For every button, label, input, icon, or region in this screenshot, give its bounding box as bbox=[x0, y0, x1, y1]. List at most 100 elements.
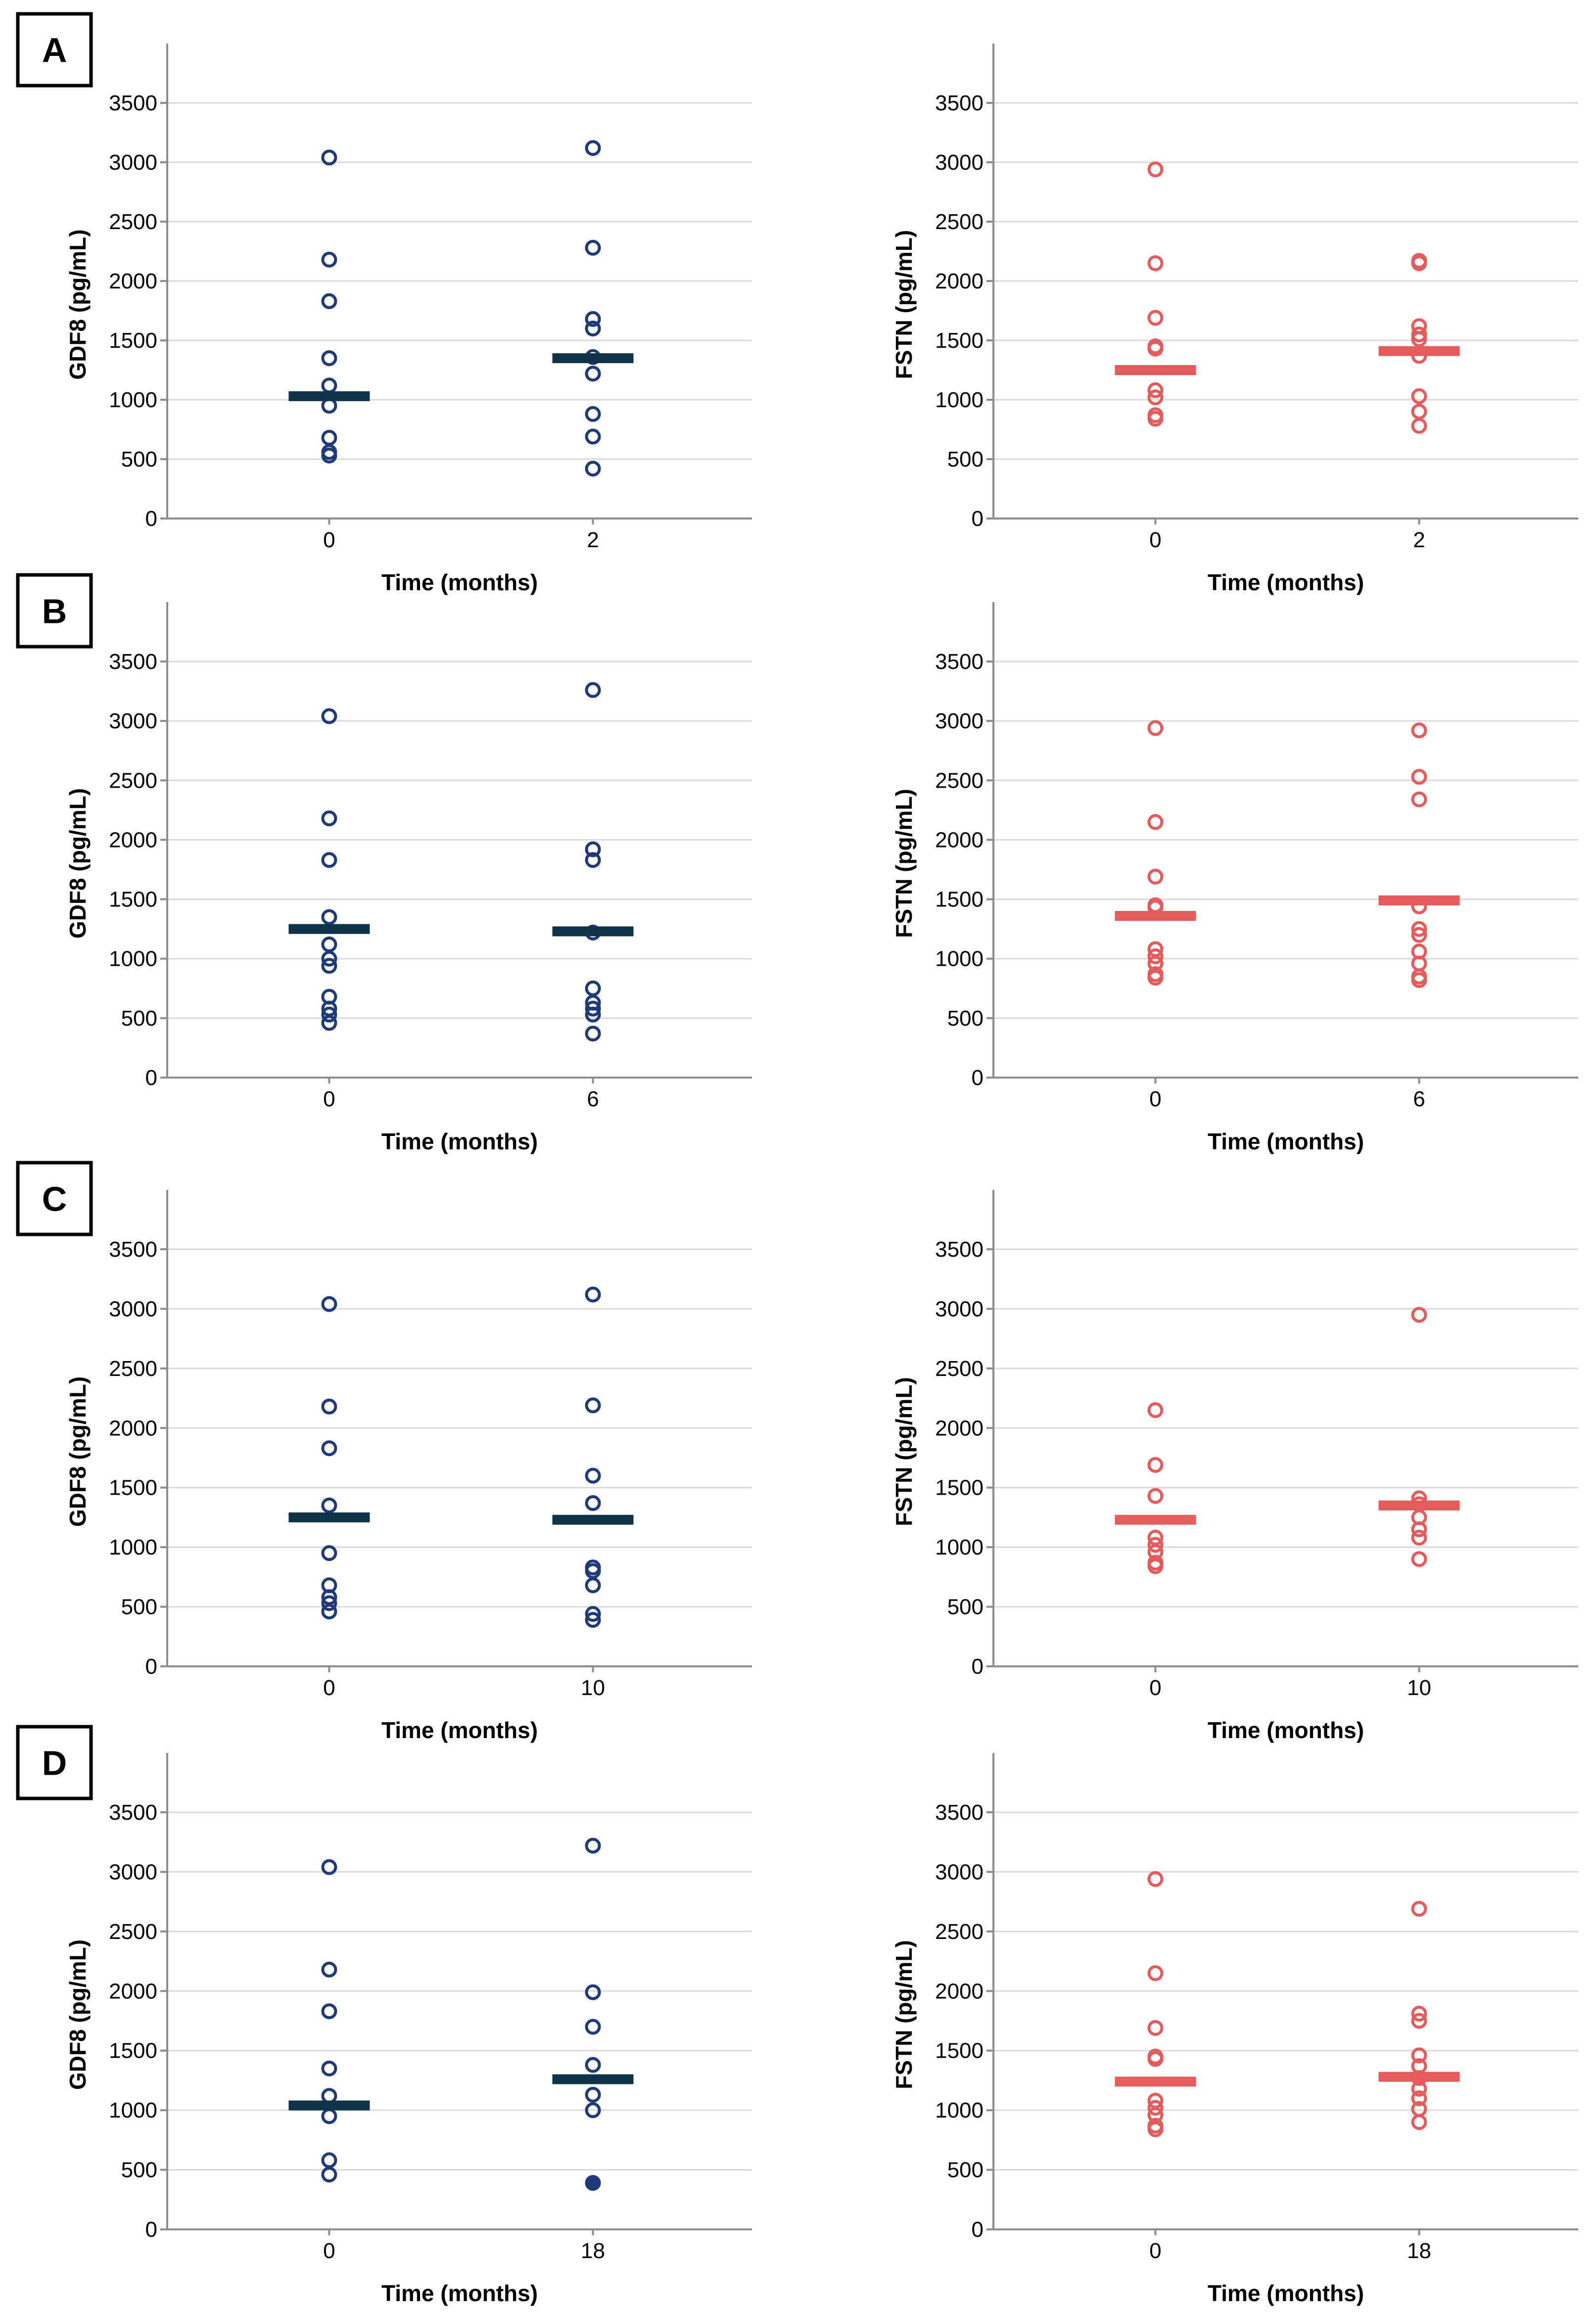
data-point bbox=[585, 1006, 601, 1023]
median-bar bbox=[288, 924, 370, 934]
y-tick-label: 500 bbox=[121, 447, 157, 472]
y-tick-label: 1500 bbox=[109, 2039, 157, 2063]
median-bar bbox=[1115, 1514, 1196, 1525]
data-point bbox=[585, 682, 601, 698]
chart-a-fstn: 0 500 1000 1500 2000 2500 3000 3500 0 2 Time (mont… bbox=[891, 44, 1578, 595]
data-point bbox=[1411, 2013, 1427, 2029]
x-axis-title: Time (months) bbox=[381, 1129, 538, 1154]
panel-label-c: C bbox=[16, 1161, 93, 1236]
data-point bbox=[1147, 970, 1164, 986]
y-tick-label: 2000 bbox=[935, 1979, 984, 2003]
data-point bbox=[321, 936, 337, 952]
y-axis-title: FSTN (pg/mL) bbox=[891, 789, 917, 938]
chart-d-gdf8: 0 500 1000 1500 2000 2500 3000 3500 0 18 Time (mon… bbox=[65, 1753, 752, 2306]
chart-b-gdf8: 0 500 1000 1500 2000 2500 3000 3500 0 6 Time (mont… bbox=[65, 602, 752, 1154]
y-axis-title: FSTN (pg/mL) bbox=[891, 1940, 917, 2089]
y-tick-label: 3000 bbox=[935, 150, 984, 175]
chart-b-fstn: 0 500 1000 1500 2000 2500 3000 3500 0 6 Time (mont… bbox=[891, 602, 1578, 1154]
y-axis-title: GDF8 (pg/mL) bbox=[65, 1376, 91, 1527]
data-point bbox=[1411, 2047, 1427, 2064]
y-axis-title: FSTN (pg/mL) bbox=[891, 230, 917, 379]
data-point bbox=[1147, 2100, 1164, 2116]
x-tick-label: 0 bbox=[323, 1087, 335, 1111]
data-point bbox=[321, 950, 337, 967]
data-point bbox=[321, 1398, 337, 1415]
y-tick-label: 3000 bbox=[935, 1297, 984, 1321]
y-tick-label: 0 bbox=[972, 1066, 984, 1090]
y-tick-label: 1000 bbox=[935, 388, 984, 412]
panel-label-b: B bbox=[16, 573, 93, 649]
data-point bbox=[1147, 2020, 1164, 2036]
data-point bbox=[321, 1859, 337, 1875]
panel-label-d: D bbox=[16, 1725, 93, 1800]
y-tick-label: 1000 bbox=[109, 2098, 157, 2123]
y-tick-label: 3500 bbox=[935, 650, 984, 674]
y-tick-label: 0 bbox=[972, 1654, 984, 1679]
y-tick-label: 3000 bbox=[109, 709, 157, 733]
data-point bbox=[321, 377, 337, 394]
y-tick-label: 2500 bbox=[109, 210, 157, 234]
x-tick-label: 6 bbox=[1413, 1087, 1425, 1111]
median-bar bbox=[1115, 365, 1196, 375]
chart-d-fstn: 0 500 1000 1500 2000 2500 3000 3500 0 18 Time (mon… bbox=[891, 1753, 1578, 2306]
x-tick-label: 0 bbox=[1149, 2239, 1161, 2263]
median-bar bbox=[1115, 2076, 1196, 2087]
data-point bbox=[1411, 972, 1427, 988]
x-axis-title: Time (months) bbox=[1208, 569, 1364, 595]
panel-letter: D bbox=[42, 1744, 67, 1783]
y-tick-label: 0 bbox=[145, 1654, 157, 1679]
x-tick-label: 18 bbox=[1407, 2239, 1431, 2263]
data-point bbox=[585, 366, 601, 382]
median-bar bbox=[552, 926, 634, 937]
data-point bbox=[585, 140, 601, 156]
data-point bbox=[1147, 340, 1164, 357]
y-tick-label: 2000 bbox=[935, 828, 984, 852]
y-tick-label: 0 bbox=[972, 507, 984, 531]
data-point bbox=[585, 1397, 601, 1414]
y-tick-label: 2000 bbox=[109, 1979, 157, 2003]
data-point bbox=[1147, 2051, 1164, 2067]
y-tick-label: 3500 bbox=[935, 1800, 984, 1825]
y-tick-label: 2500 bbox=[935, 768, 984, 793]
x-tick-label: 18 bbox=[581, 2239, 605, 2263]
data-point bbox=[585, 841, 601, 857]
panel-label-box bbox=[16, 12, 93, 88]
y-tick-label: 500 bbox=[121, 1006, 157, 1031]
x-tick-label: 2 bbox=[587, 528, 599, 552]
y-tick-label: 3500 bbox=[109, 91, 157, 115]
y-tick-label: 0 bbox=[972, 2218, 984, 2242]
data-point bbox=[1147, 382, 1164, 398]
data-point bbox=[585, 1838, 601, 1854]
panel-letter: B bbox=[42, 592, 67, 631]
y-tick-label: 2000 bbox=[109, 828, 157, 852]
chart-c-fstn: 0 500 1000 1500 2000 2500 3000 3500 0 10 Time (mon… bbox=[891, 1190, 1578, 1743]
data-point bbox=[321, 708, 337, 724]
x-axis-title: Time (months) bbox=[381, 569, 538, 595]
data-point bbox=[1411, 327, 1427, 342]
x-axis-title: Time (months) bbox=[1208, 1129, 1364, 1154]
data-point bbox=[321, 429, 337, 446]
x-tick-label: 0 bbox=[1149, 528, 1161, 552]
x-tick-label: 0 bbox=[1149, 1676, 1161, 1700]
x-tick-label: 10 bbox=[1407, 1676, 1431, 1700]
y-tick-label: 3000 bbox=[109, 150, 157, 175]
median-bar bbox=[552, 353, 634, 363]
data-point bbox=[321, 2003, 337, 2020]
y-tick-label: 3500 bbox=[109, 650, 157, 674]
y-tick-label: 3000 bbox=[109, 1297, 157, 1321]
panel-letter: A bbox=[42, 31, 67, 70]
panel-labels: A B C D bbox=[16, 12, 93, 1800]
x-tick-label: 2 bbox=[1413, 528, 1425, 552]
data-point bbox=[1411, 2006, 1427, 2022]
y-tick-label: 3500 bbox=[935, 1237, 984, 1262]
data-point bbox=[1147, 1965, 1164, 1982]
data-point bbox=[585, 311, 601, 327]
data-point bbox=[585, 321, 601, 336]
data-point bbox=[1411, 791, 1427, 807]
data-point bbox=[1411, 2090, 1427, 2107]
data-point bbox=[585, 1286, 601, 1303]
data-point bbox=[1411, 1307, 1427, 1323]
y-tick-label: 500 bbox=[121, 1595, 157, 1619]
x-tick-label: 0 bbox=[323, 1676, 335, 1700]
